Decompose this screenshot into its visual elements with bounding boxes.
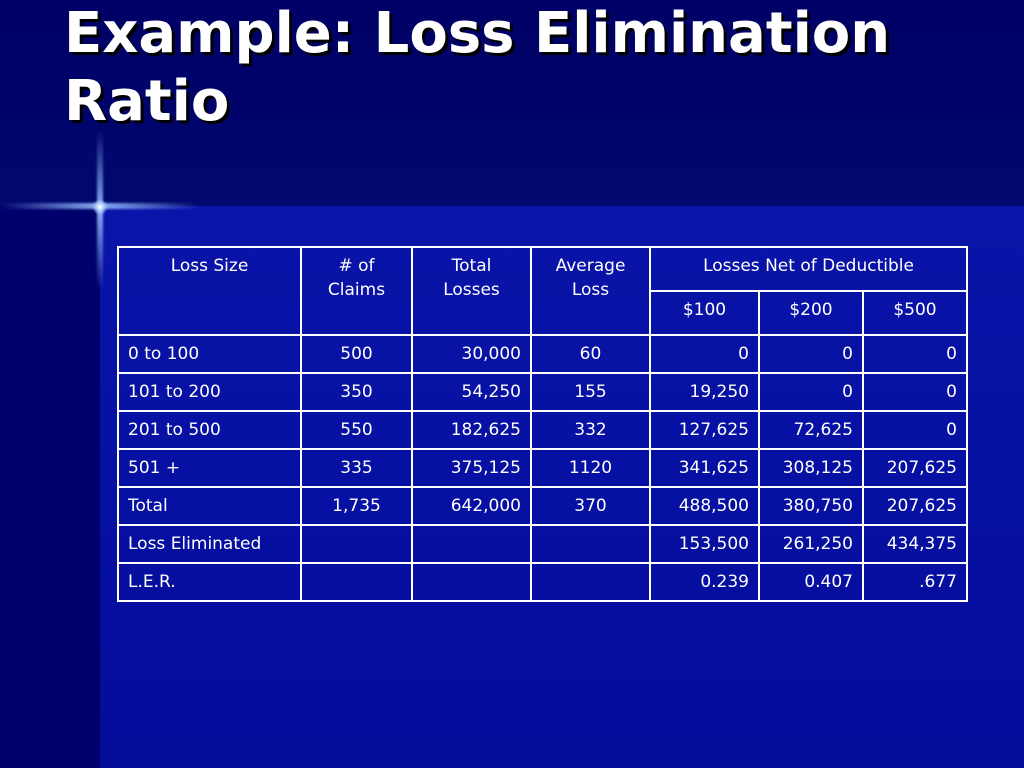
header-loss-size: Loss Size [117,246,302,336]
cell-net-200: 0 [758,372,864,412]
cell-loss-size: Total [117,486,302,526]
cell-net-500: 207,625 [862,486,968,526]
background-left-band [0,206,100,768]
cell-num-claims: 1,735 [300,486,413,526]
cell-net-500: 207,625 [862,448,968,488]
cell-net-100: 19,250 [649,372,760,412]
cell-net-500: 0 [862,410,968,450]
cell-total-losses: 54,250 [411,372,532,412]
cell-average-loss: 370 [530,486,651,526]
table-row: Loss Eliminated 153,500 261,250 434,375 [117,524,968,564]
subheader-row: $100 $200 $500 [118,290,968,336]
cell-net-200: 380,750 [758,486,864,526]
header-row: Loss Size # of Claims Total Losses Avera… [117,246,968,336]
cell-net-500: 0 [862,334,968,374]
table-row: 501 + 335 375,125 1120 341,625 308,125 2… [117,448,968,488]
cell-loss-size: L.E.R. [117,562,302,602]
cell-net-200: 261,250 [758,524,864,564]
cell-net-500: 0 [862,372,968,412]
cell-net-100: 127,625 [649,410,760,450]
cell-num-claims: 335 [300,448,413,488]
cell-net-200: 0.407 [758,562,864,602]
loss-elimination-table: Loss Size # of Claims Total Losses Avera… [117,246,968,602]
slide-title: Example: Loss Elimination Ratio [64,1,891,134]
cell-total-losses [411,524,532,564]
table-row: Total 1,735 642,000 370 488,500 380,750 … [117,486,968,526]
header-deductible-500: $500 [862,290,968,336]
cell-loss-size: 101 to 200 [117,372,302,412]
cell-total-losses: 30,000 [411,334,532,374]
header-deductible-200: $200 [758,290,864,336]
cell-average-loss: 1120 [530,448,651,488]
cell-total-losses [411,562,532,602]
cell-loss-size: 501 + [117,448,302,488]
table-row: 201 to 500 550 182,625 332 127,625 72,62… [117,410,968,450]
table-row: 0 to 100 500 30,000 60 0 0 0 [117,334,968,374]
cell-net-200: 72,625 [758,410,864,450]
header-num-claims: # of Claims [300,246,413,336]
background-top [0,0,1024,206]
cell-loss-size: 0 to 100 [117,334,302,374]
cell-net-100: 153,500 [649,524,760,564]
table-row: L.E.R. 0.239 0.407 .677 [117,562,968,602]
cell-net-500: .677 [862,562,968,602]
header-total-losses: Total Losses [411,246,532,336]
table-row: 101 to 200 350 54,250 155 19,250 0 0 [117,372,968,412]
cell-total-losses: 182,625 [411,410,532,450]
header-losses-net-of-deductible: Losses Net of Deductible [649,246,968,292]
cell-net-500: 434,375 [862,524,968,564]
cell-net-200: 0 [758,334,864,374]
cell-net-100: 488,500 [649,486,760,526]
header-deductible-100: $100 [649,290,760,336]
cell-average-loss: 155 [530,372,651,412]
table-container: Loss Size # of Claims Total Losses Avera… [117,246,968,602]
cell-num-claims: 500 [300,334,413,374]
cell-net-100: 0 [649,334,760,374]
cell-average-loss [530,562,651,602]
cell-num-claims: 550 [300,410,413,450]
cell-total-losses: 375,125 [411,448,532,488]
cell-loss-size: Loss Eliminated [117,524,302,564]
cell-average-loss [530,524,651,564]
light-flare-core [92,199,108,215]
cell-total-losses: 642,000 [411,486,532,526]
cell-net-100: 0.239 [649,562,760,602]
cell-num-claims [300,524,413,564]
cell-net-200: 308,125 [758,448,864,488]
header-average-loss: Average Loss [530,246,651,336]
cell-average-loss: 332 [530,410,651,450]
cell-average-loss: 60 [530,334,651,374]
cell-loss-size: 201 to 500 [117,410,302,450]
cell-net-100: 341,625 [649,448,760,488]
cell-num-claims: 350 [300,372,413,412]
cell-num-claims [300,562,413,602]
